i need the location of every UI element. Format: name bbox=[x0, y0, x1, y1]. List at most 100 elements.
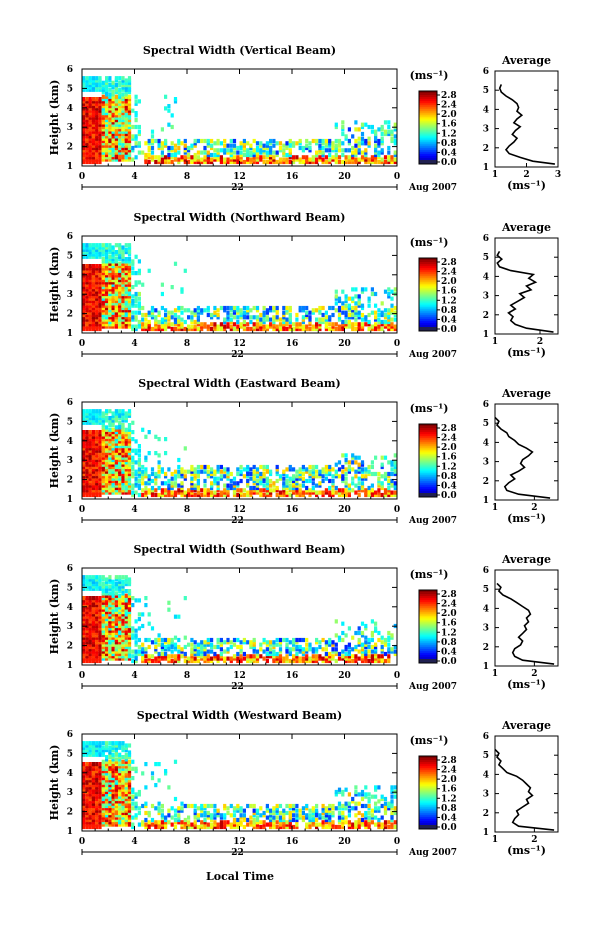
heatmap-cell bbox=[98, 577, 102, 582]
heatmap-cell bbox=[308, 464, 312, 470]
heatmap-cell bbox=[108, 612, 112, 617]
heatmap-cell bbox=[321, 658, 325, 664]
heatmap-cell bbox=[315, 324, 319, 329]
heatmap-cell bbox=[354, 150, 358, 155]
heatmap-cell bbox=[105, 582, 109, 587]
heatmap-cell bbox=[111, 476, 115, 481]
heatmap-cell bbox=[324, 143, 328, 148]
heatmap-cell bbox=[324, 148, 328, 153]
heatmap-cell bbox=[364, 152, 368, 158]
heatmap-cell bbox=[111, 444, 115, 449]
heatmap-cell bbox=[387, 157, 391, 162]
heatmap-cell bbox=[301, 492, 305, 498]
heatmap-cell bbox=[137, 124, 141, 130]
heatmap-cell bbox=[105, 120, 109, 125]
heatmap-cell bbox=[91, 83, 95, 88]
heatmap-cell bbox=[108, 451, 112, 456]
heatmap-cell bbox=[354, 312, 358, 318]
heatmap-cell bbox=[114, 308, 118, 313]
y-tick-label: 5 bbox=[67, 251, 73, 261]
colorbar-tick-label: 1.6 bbox=[441, 120, 457, 130]
heatmap-cell bbox=[124, 305, 128, 311]
heatmap-cell bbox=[177, 308, 181, 313]
heatmap-cell bbox=[331, 647, 335, 652]
colorbar-segment bbox=[419, 274, 437, 277]
heatmap-cell bbox=[118, 481, 122, 486]
heatmap-cell bbox=[311, 474, 315, 479]
heatmap-cell bbox=[105, 623, 109, 629]
heatmap-cell bbox=[95, 418, 99, 423]
heatmap-cell bbox=[114, 275, 118, 280]
heatmap-cell bbox=[111, 266, 115, 271]
heatmap-cell bbox=[141, 312, 145, 318]
heatmap-cell bbox=[321, 141, 325, 146]
heatmap-cell bbox=[370, 471, 374, 477]
heatmap-cell bbox=[127, 455, 132, 460]
heatmap-cell bbox=[82, 801, 86, 806]
heatmap-cell bbox=[101, 289, 105, 294]
heatmap-cell bbox=[272, 317, 276, 322]
heatmap-cell bbox=[393, 324, 397, 329]
heatmap-cell bbox=[88, 799, 92, 804]
heatmap-cell bbox=[341, 488, 345, 493]
heatmap-cell bbox=[344, 658, 348, 664]
profile-y-tick-label: 3 bbox=[483, 458, 489, 468]
heatmap-cell bbox=[82, 437, 86, 442]
heatmap-cell bbox=[98, 441, 102, 446]
heatmap-cell bbox=[249, 644, 253, 650]
heatmap-cell bbox=[91, 315, 95, 320]
heatmap-cell bbox=[82, 301, 86, 306]
heatmap-cell bbox=[108, 289, 112, 294]
colorbar-segment bbox=[419, 264, 437, 267]
heatmap-cell bbox=[328, 326, 332, 332]
heatmap-cell bbox=[127, 324, 132, 329]
heatmap-cell bbox=[118, 637, 122, 643]
heatmap-cell bbox=[137, 471, 141, 477]
heatmap-cell bbox=[144, 647, 148, 652]
heatmap-cell bbox=[173, 319, 178, 325]
heatmap-cell bbox=[82, 104, 86, 109]
heatmap-cell bbox=[105, 92, 109, 97]
heatmap-cell bbox=[262, 471, 266, 477]
heatmap-cell bbox=[337, 305, 342, 311]
heatmap-cell bbox=[226, 150, 230, 155]
heatmap-cell bbox=[190, 642, 194, 647]
heatmap-cell bbox=[105, 577, 109, 582]
heatmap-cell bbox=[101, 157, 105, 162]
heatmap-cell bbox=[347, 322, 351, 327]
heatmap-cell bbox=[141, 322, 145, 327]
heatmap-cell bbox=[82, 614, 86, 619]
heatmap-cell bbox=[98, 628, 102, 633]
heatmap-cell bbox=[124, 143, 128, 148]
heatmap-cell bbox=[95, 469, 99, 474]
heatmap-cell bbox=[134, 296, 138, 301]
heatmap-cell bbox=[124, 92, 128, 97]
heatmap-cell bbox=[190, 492, 194, 498]
heatmap-cell bbox=[144, 434, 148, 439]
colorbar-tick-label: 2.8 bbox=[441, 424, 457, 434]
colorbar-segment bbox=[419, 111, 437, 114]
heatmap-cell bbox=[308, 471, 312, 477]
profile-x-label: (ms⁻¹) bbox=[507, 179, 546, 192]
heatmap-cell bbox=[321, 317, 325, 322]
heatmap-cell bbox=[88, 651, 92, 657]
heatmap-cell bbox=[88, 296, 92, 301]
heatmap-cell bbox=[114, 485, 118, 491]
heatmap-cell bbox=[124, 101, 128, 106]
heatmap-cell bbox=[121, 308, 125, 313]
heatmap-cell bbox=[252, 155, 256, 160]
heatmap-cell bbox=[278, 474, 283, 479]
heatmap-cell bbox=[111, 294, 115, 299]
heatmap-cell bbox=[108, 324, 112, 329]
heatmap-cell bbox=[124, 612, 128, 617]
heatmap-cell bbox=[321, 492, 325, 498]
heatmap-cell bbox=[308, 642, 312, 647]
heatmap-cell bbox=[219, 326, 223, 332]
colorbar-segment bbox=[419, 268, 437, 271]
heatmap-cell bbox=[108, 312, 112, 318]
heatmap-cell bbox=[85, 799, 89, 804]
heatmap-cell bbox=[357, 462, 361, 467]
heatmap-cell bbox=[288, 478, 292, 484]
heatmap-cell bbox=[82, 143, 86, 148]
heatmap-cell bbox=[105, 99, 109, 104]
